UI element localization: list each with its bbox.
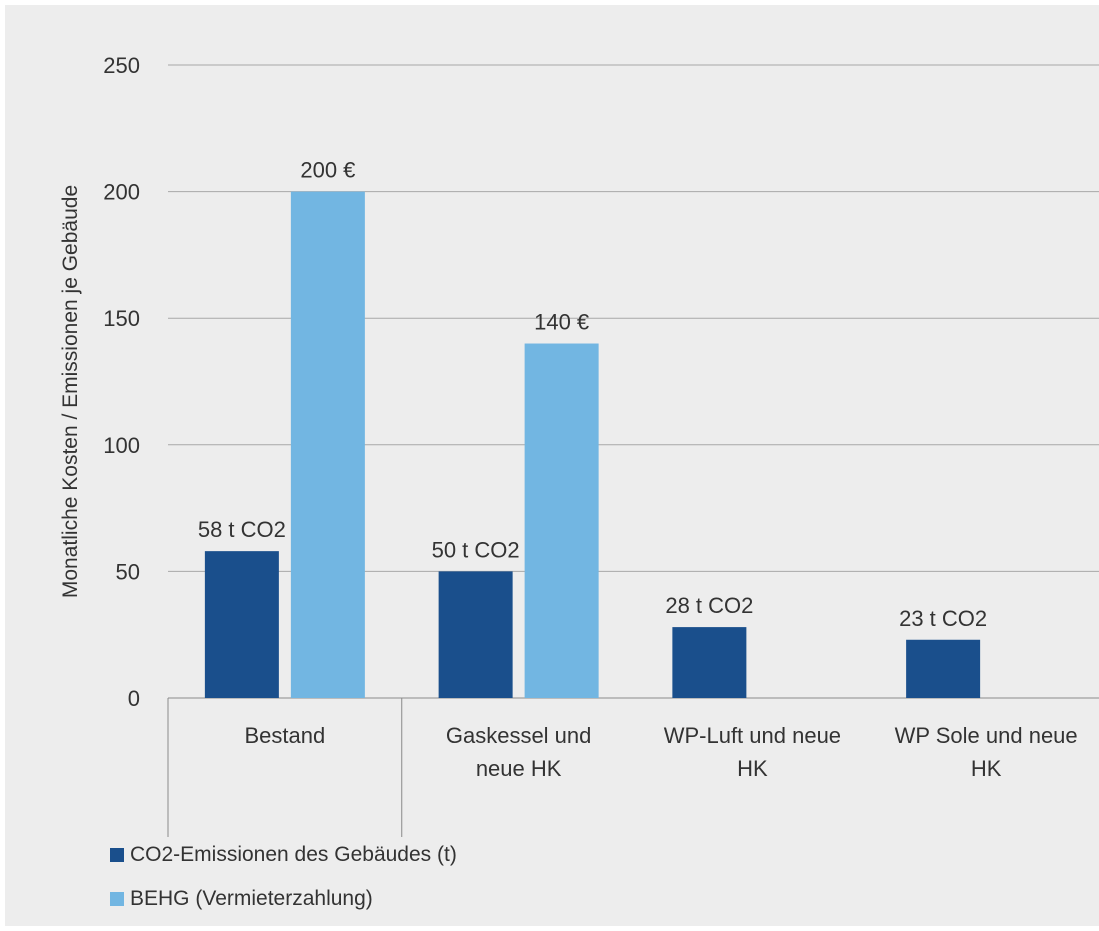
y-tick-label: 0 [128,686,140,711]
legend-swatch-behg [110,892,124,906]
data-label: 50 t CO2 [432,537,520,562]
y-tick-label: 200 [103,180,140,205]
y-tick-label: 50 [116,559,140,584]
data-label: 140 € [534,310,589,335]
bar-chart: 0 50 100 150 200 250 Monatliche Kosten / Emiss… [59,53,1099,837]
data-label: 28 t CO2 [665,593,753,618]
legend-swatch-co2 [110,848,124,862]
legend-label-co2: CO2-Emissionen des Gebäudes (t) [130,843,457,866]
bar-behg [524,343,599,698]
bar-behg [290,191,365,698]
x-tick-label: WP-Luft und neue [664,723,841,748]
y-tick-label: 150 [103,306,140,331]
x-tick-label: HK [737,756,768,781]
bar-co2 [204,551,279,698]
legend-label-behg: BEHG (Vermieterzahlung) [130,887,373,910]
bar-co2 [906,639,981,698]
x-tick-label: HK [971,756,1002,781]
data-label: 58 t CO2 [198,517,286,542]
data-label: 200 € [300,158,355,183]
y-tick-label: 100 [103,433,140,458]
y-axis-title: Monatliche Kosten / Emissionen je Gebäud… [59,185,82,598]
legend-item-co2: CO2-Emissionen des Gebäudes (t) [110,843,457,867]
x-tick-label: Gaskessel und [446,723,592,748]
x-tick-label: WP Sole und neue [895,723,1078,748]
y-tick-label: 250 [103,53,140,78]
x-tick-label: Bestand [245,723,326,748]
chart-frame: 0 50 100 150 200 250 Monatliche Kosten / Emiss… [5,5,1099,926]
bar-co2 [672,627,747,698]
legend-item-behg: BEHG (Vermieterzahlung) [110,887,373,911]
bar-co2 [438,571,513,698]
data-label: 23 t CO2 [899,606,987,631]
x-tick-label: neue HK [476,756,562,781]
